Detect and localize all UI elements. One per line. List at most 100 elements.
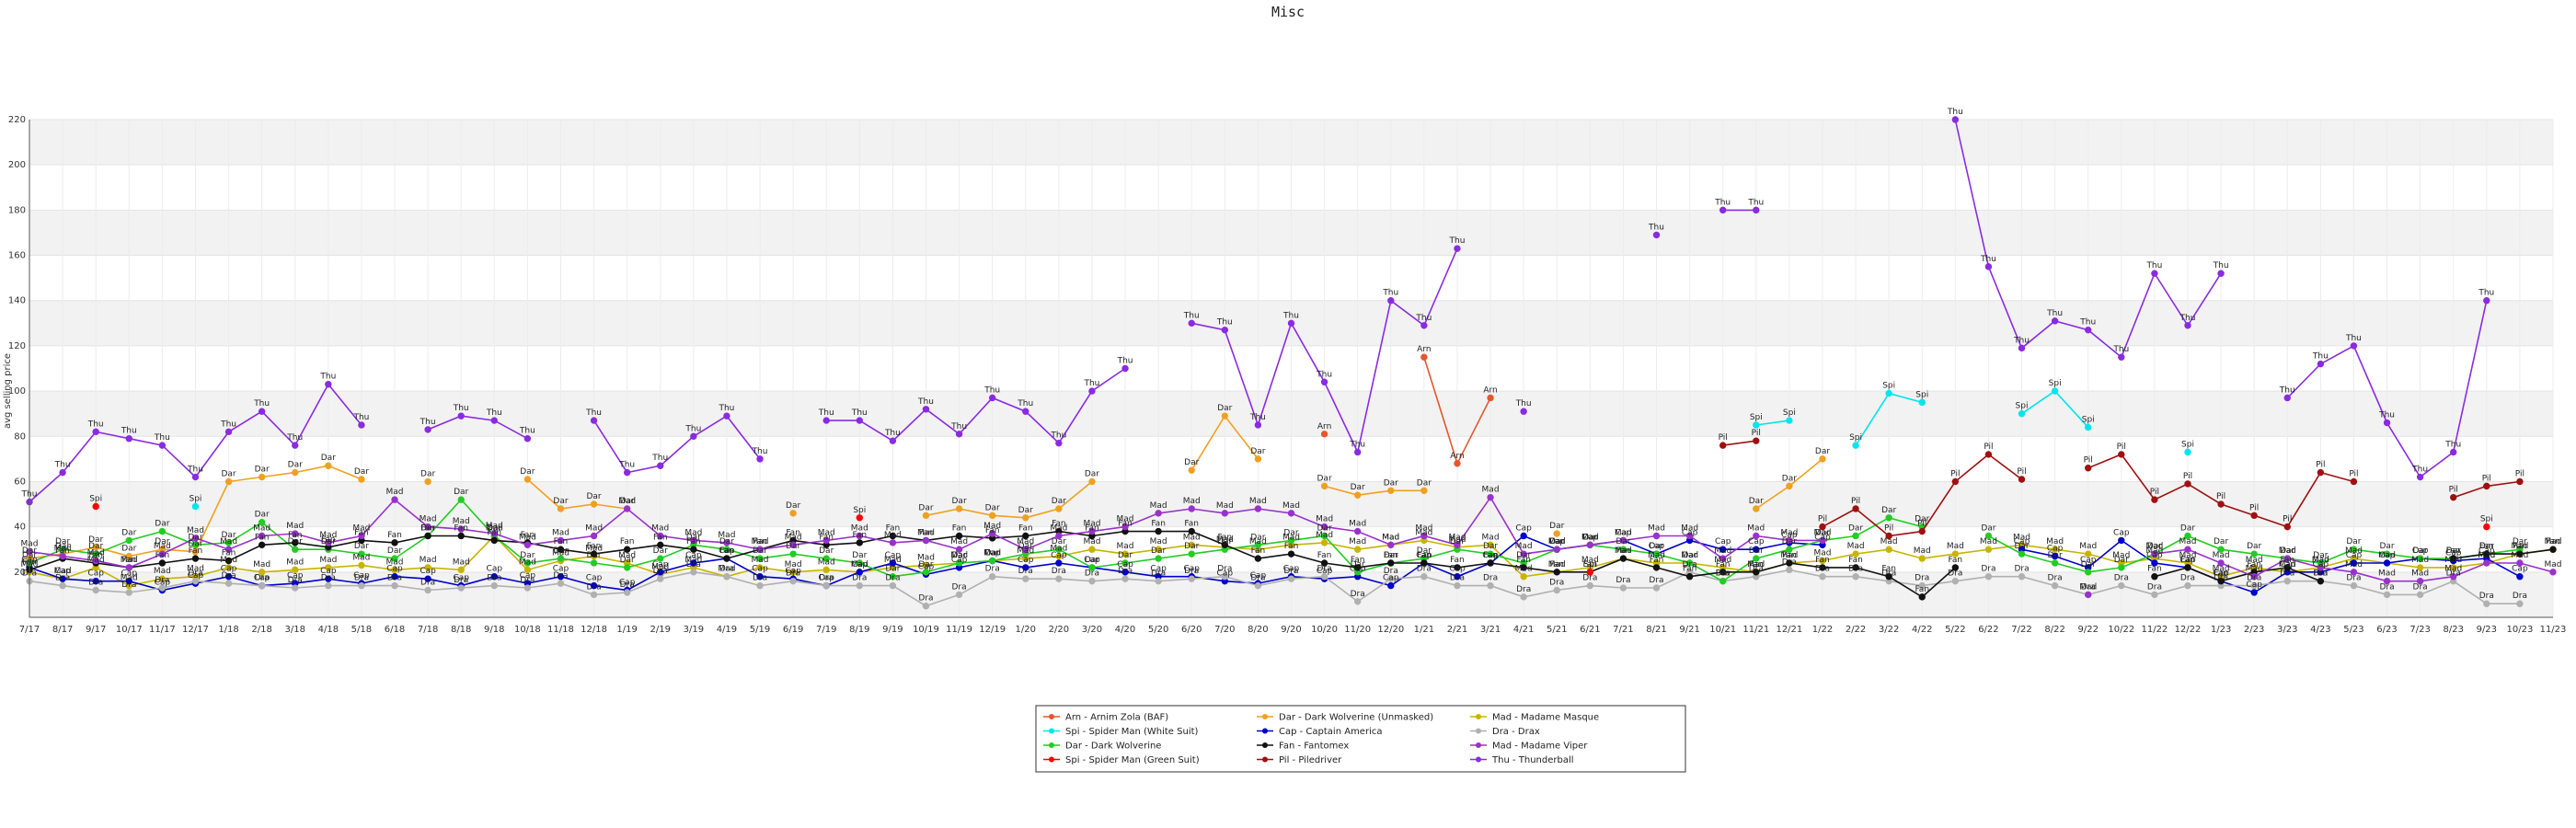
data-point bbox=[258, 473, 266, 481]
data-label: Dar bbox=[719, 537, 734, 546]
data-point bbox=[1055, 439, 1063, 447]
data-label: Mad bbox=[851, 560, 868, 569]
data-label: Dar bbox=[121, 545, 136, 554]
data-point bbox=[1320, 532, 1328, 540]
data-label: Thu bbox=[1714, 198, 1731, 207]
data-label: Dar bbox=[1018, 542, 1033, 551]
data-label: Thu bbox=[651, 454, 668, 463]
data-point bbox=[2450, 448, 2457, 456]
data-point bbox=[1753, 546, 1760, 553]
data-label: Cap bbox=[1051, 551, 1067, 560]
data-point bbox=[1719, 577, 1727, 585]
data-label: Dar bbox=[1582, 533, 1597, 542]
data-label: Cap bbox=[1350, 565, 1366, 574]
data-point bbox=[1852, 564, 1859, 571]
x-tick-label: 5/21 bbox=[1547, 625, 1567, 635]
data-point bbox=[1487, 394, 1494, 402]
data-point bbox=[1420, 487, 1428, 494]
data-label: Mad bbox=[718, 531, 735, 540]
data-label: Spi bbox=[1882, 382, 1895, 391]
data-label: Cap bbox=[386, 565, 403, 574]
data-label: Mad bbox=[1382, 533, 1399, 542]
data-point bbox=[2350, 569, 2358, 576]
data-point bbox=[457, 584, 465, 592]
series-line bbox=[1755, 420, 1790, 426]
data-point bbox=[1487, 550, 1494, 558]
data-point bbox=[158, 550, 167, 558]
data-label: Cap bbox=[852, 560, 868, 569]
data-point bbox=[2549, 546, 2557, 553]
data-point bbox=[1188, 541, 1195, 549]
data-point bbox=[1022, 575, 1029, 582]
data-point bbox=[1055, 532, 1063, 540]
data-label: Dra bbox=[1981, 565, 1995, 574]
data-label: Mad bbox=[253, 523, 270, 533]
data-point bbox=[1852, 550, 1859, 558]
data-label: Dra bbox=[1616, 576, 1630, 585]
x-tick-label: 2/20 bbox=[1049, 625, 1069, 635]
x-tick-label: 1/23 bbox=[2211, 625, 2231, 635]
data-label: Fan bbox=[2513, 542, 2527, 551]
data-point bbox=[224, 428, 233, 436]
data-label: Thu bbox=[2411, 466, 2428, 475]
data-point bbox=[1088, 564, 1096, 571]
data-label: Thu bbox=[585, 408, 602, 418]
data-point bbox=[125, 536, 132, 545]
data-label: Thu bbox=[2444, 440, 2461, 449]
data-point bbox=[1320, 573, 1328, 581]
data-point bbox=[1254, 541, 1262, 549]
data-point bbox=[1786, 536, 1793, 545]
data-label: Dra bbox=[1915, 574, 1929, 583]
data-label: Mad bbox=[121, 574, 138, 583]
data-point bbox=[1819, 536, 1826, 545]
data-point bbox=[856, 417, 864, 424]
legend-item: Pil - Piledriver bbox=[1257, 755, 1342, 765]
data-label: Dar bbox=[918, 503, 933, 512]
data-label: Dra bbox=[1948, 569, 1962, 579]
legend-swatch-marker bbox=[1262, 742, 1268, 748]
data-point bbox=[1719, 546, 1727, 553]
data-point bbox=[325, 381, 332, 388]
data-label: Cap bbox=[719, 546, 735, 556]
data-point bbox=[125, 589, 132, 596]
x-tick-label: 5/19 bbox=[750, 625, 770, 635]
x-tick-label: 4/18 bbox=[318, 625, 339, 635]
data-point bbox=[2184, 480, 2191, 488]
data-point bbox=[1719, 555, 1727, 562]
data-label: Mad bbox=[552, 528, 569, 537]
data-label: Mad bbox=[1150, 501, 1167, 511]
legend-swatch-marker bbox=[1476, 756, 1481, 763]
data-label: Mad bbox=[2378, 551, 2396, 560]
data-label: Dar bbox=[586, 551, 601, 560]
data-point bbox=[92, 550, 99, 558]
x-tick-label: 9/23 bbox=[2477, 625, 2497, 635]
data-label: Dar bbox=[520, 467, 535, 477]
data-point bbox=[2018, 573, 2026, 581]
data-point bbox=[1984, 263, 1993, 270]
data-label: Mad bbox=[187, 526, 204, 535]
data-label: Fan bbox=[1052, 520, 1066, 529]
data-label: Mad bbox=[121, 556, 138, 565]
x-tick-label: 7/18 bbox=[418, 625, 438, 635]
data-label: Dar bbox=[653, 546, 668, 556]
data-label: Mad bbox=[386, 558, 404, 567]
data-point bbox=[1786, 482, 1793, 490]
data-point bbox=[457, 566, 465, 574]
x-tick-label: 9/20 bbox=[1281, 625, 1301, 635]
data-label: Dra bbox=[1848, 565, 1863, 574]
data-label: Mad bbox=[1914, 546, 1931, 556]
data-label: Cap bbox=[1317, 567, 1333, 576]
data-label: Dra bbox=[1683, 560, 1697, 569]
data-point bbox=[424, 564, 431, 571]
data-label: Cap bbox=[619, 578, 636, 587]
data-label: Fan bbox=[454, 523, 468, 533]
data-label: Mad bbox=[1813, 528, 1831, 537]
data-label: Thu bbox=[187, 466, 203, 475]
data-point bbox=[424, 523, 431, 531]
data-label: Mad bbox=[2444, 556, 2462, 565]
data-label: Fan bbox=[321, 535, 336, 545]
data-label: Mad bbox=[552, 549, 569, 558]
data-label: Mad bbox=[286, 522, 304, 531]
data-label: Mad bbox=[2213, 565, 2230, 574]
data-point bbox=[1155, 555, 1162, 562]
